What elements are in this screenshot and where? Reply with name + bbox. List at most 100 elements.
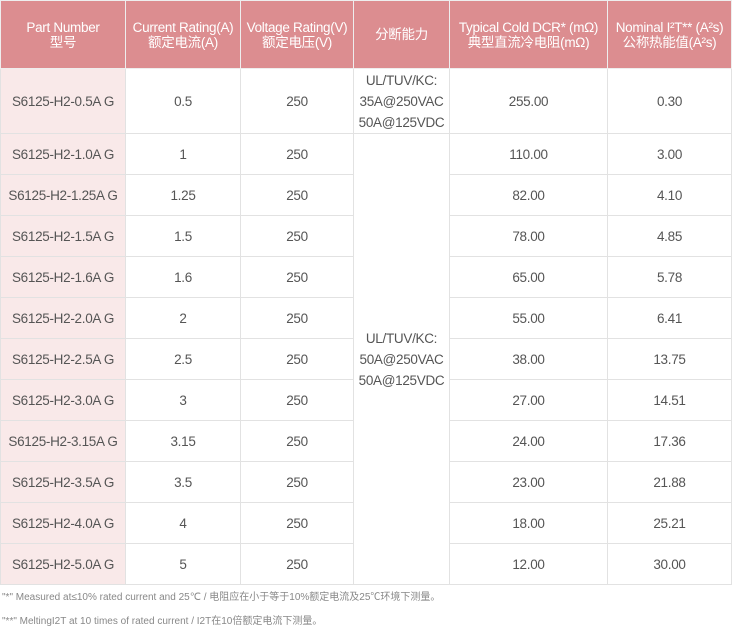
cell: S6125-H2-3.15A G — [0, 420, 126, 462]
cell: S6125-H2-0.5A G — [0, 68, 126, 134]
header-cn: 额定电压(V) — [262, 34, 332, 50]
column-header: Typical Cold DCR* (mΩ) 典型直流冷电阻(mΩ) — [449, 0, 608, 69]
cell: 14.51 — [607, 379, 732, 421]
cell: S6125-H2-2.5A G — [0, 338, 126, 380]
cell: 1.25 — [125, 174, 241, 216]
breaking-line: 50A@250VAC — [359, 351, 444, 367]
cell: 1 — [125, 133, 241, 175]
cell: 2 — [125, 297, 241, 339]
cell: 0.30 — [607, 68, 732, 134]
cell: 13.75 — [607, 338, 732, 380]
breaking-line: 50A@125VDC — [358, 114, 445, 130]
table-row: S6125-H2-3.15A G 3.15 250 24.00 17.36 — [0, 420, 732, 462]
footnote-i2t: "**" MeltingI2T at 10 times of rated cur… — [2, 616, 323, 627]
header-en: Part Number — [26, 19, 100, 35]
cell: 250 — [240, 297, 354, 339]
cell: S6125-H2-1.25A G — [0, 174, 126, 216]
header-en: Typical Cold DCR* (mΩ) — [458, 19, 599, 35]
footnote-dcr: "*" Measured at≤10% rated current and 25… — [2, 592, 441, 603]
table-row: S6125-H2-4.0A G 4 250 18.00 25.21 — [0, 502, 732, 544]
cell: 17.36 — [607, 420, 732, 462]
cell: 3.5 — [125, 461, 241, 503]
header-cn: 型号 — [49, 34, 77, 50]
table-row: S6125-H2-5.0A G 5 250 12.00 30.00 — [0, 543, 732, 585]
cell: 21.88 — [607, 461, 732, 503]
header-cn: 额定电流(A) — [148, 34, 218, 50]
footnotes: "*" Measured at≤10% rated current and 25… — [2, 588, 440, 636]
table-row: S6125-H2-1.25A G 1.25 250 82.00 4.10 — [0, 174, 732, 216]
breaking-line: 35A@250VAC — [359, 93, 444, 109]
cell: 65.00 — [449, 256, 608, 298]
column-header: 分断能力 — [353, 0, 450, 69]
cell: S6125-H2-3.5A G — [0, 461, 126, 503]
column-header: Voltage Rating(V) 额定电压(V) — [240, 0, 354, 69]
cell: 250 — [240, 215, 354, 257]
column-header: Nominal I²T** (A²s) 公称热能值(A²s) — [607, 0, 732, 69]
cell: 2.5 — [125, 338, 241, 380]
cell: 250 — [240, 133, 354, 175]
cell: 24.00 — [449, 420, 608, 462]
table-row: S6125-H2-3.0A G 3 250 27.00 14.51 — [0, 379, 732, 421]
cell: 250 — [240, 461, 354, 503]
breaking-line: UL/TUV/KC: — [365, 72, 438, 88]
breaking-line: UL/TUV/KC: — [365, 330, 438, 346]
cell: 250 — [240, 502, 354, 544]
header-en: Voltage Rating(V) — [246, 19, 348, 35]
cell: 3 — [125, 379, 241, 421]
cell: 4.10 — [607, 174, 732, 216]
breaking-line: 50A@125VDC — [358, 372, 445, 388]
cell: 25.21 — [607, 502, 732, 544]
header-en: 分断能力 — [375, 27, 428, 42]
cell: 6.41 — [607, 297, 732, 339]
cell: 250 — [240, 256, 354, 298]
cell: 23.00 — [449, 461, 608, 503]
cell: 1.5 — [125, 215, 241, 257]
cell: S6125-H2-1.5A G — [0, 215, 126, 257]
column-header: Current Rating(A) 额定电流(A) — [125, 0, 241, 69]
cell: 27.00 — [449, 379, 608, 421]
table-row: S6125-H2-1.5A G 1.5 250 78.00 4.85 — [0, 215, 732, 257]
cell: S6125-H2-1.0A G — [0, 133, 126, 175]
cell: 250 — [240, 543, 354, 585]
cell: 3.15 — [125, 420, 241, 462]
cell: S6125-H2-5.0A G — [0, 543, 126, 585]
cell: 250 — [240, 420, 354, 462]
breaking-capacity-cell: UL/TUV/KC: 35A@250VAC 50A@125VDC — [353, 68, 450, 134]
cell: 18.00 — [449, 502, 608, 544]
cell: 30.00 — [607, 543, 732, 585]
cell: 4.85 — [607, 215, 732, 257]
cell: S6125-H2-2.0A G — [0, 297, 126, 339]
cell: 38.00 — [449, 338, 608, 380]
cell: 12.00 — [449, 543, 608, 585]
cell: 5.78 — [607, 256, 732, 298]
cell: 110.00 — [449, 133, 608, 175]
cell: 3.00 — [607, 133, 732, 175]
header-cn: 典型直流冷电阻(mΩ) — [467, 34, 590, 50]
header-en: Nominal I²T** (A²s) — [615, 19, 724, 35]
cell: 255.00 — [449, 68, 608, 134]
cell: S6125-H2-4.0A G — [0, 502, 126, 544]
column-header: Part Number 型号 — [0, 0, 126, 69]
table-row: S6125-H2-3.5A G 3.5 250 23.00 21.88 — [0, 461, 732, 503]
header-cn: 公称热能值(A²s) — [622, 34, 717, 50]
cell: 250 — [240, 379, 354, 421]
cell: 5 — [125, 543, 241, 585]
table-row: S6125-H2-1.0A G 1 250 UL/TUV/KC: 50A@250VAC 5… — [0, 133, 732, 585]
cell: 82.00 — [449, 174, 608, 216]
fuse-spec-table: Part Number 型号 Current Rating(A) 额定电流(A) Vol… — [0, 0, 732, 585]
cell: 78.00 — [449, 215, 608, 257]
cell: 250 — [240, 68, 354, 134]
cell: 55.00 — [449, 297, 608, 339]
table-row: S6125-H2-2.5A G 2.5 250 38.00 13.75 — [0, 338, 732, 380]
cell: 250 — [240, 174, 354, 216]
header-en: Current Rating(A) — [132, 19, 234, 35]
breaking-capacity-cell: UL/TUV/KC: 50A@250VAC 50A@125VDC — [353, 133, 450, 585]
cell: 1.6 — [125, 256, 241, 298]
cell: S6125-H2-1.6A G — [0, 256, 126, 298]
cell: S6125-H2-3.0A G — [0, 379, 126, 421]
table-row: S6125-H2-0.5A G 0.5 250 UL/TUV/KC: 35A@250VA… — [0, 68, 732, 134]
cell: 250 — [240, 338, 354, 380]
cell: 4 — [125, 502, 241, 544]
table-row: S6125-H2-1.6A G 1.6 250 65.00 5.78 — [0, 256, 732, 298]
cell: 0.5 — [125, 68, 241, 134]
